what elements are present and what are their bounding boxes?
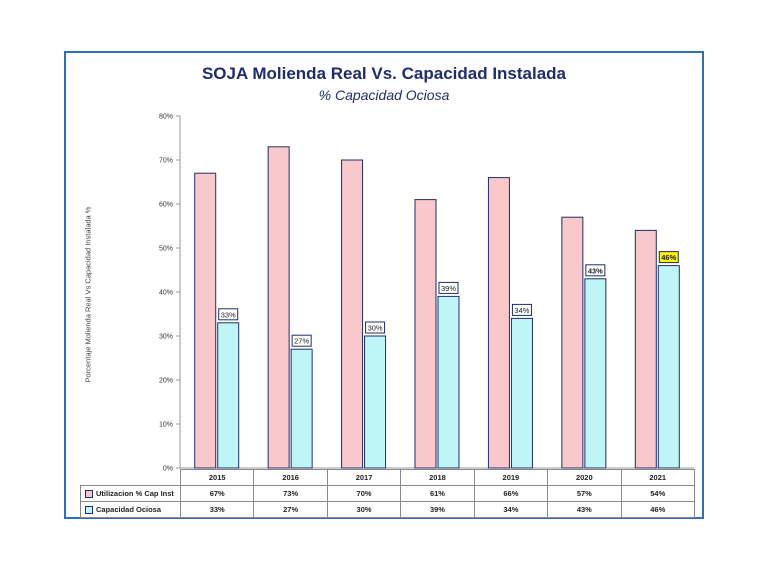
legend-label: Utilizacion % Cap Inst (96, 488, 174, 498)
table-row: Capacidad Ociosa 33% 27% 30% 39% 34% 43% 46% (80, 501, 695, 518)
y-tick-label: 70% (159, 158, 173, 165)
x-tick-label: 2020 (547, 469, 622, 486)
bar-capacidad-ociosa (217, 322, 240, 469)
table-cell: 33% (179, 501, 255, 518)
bar-utilizacion (634, 229, 657, 469)
table-cell: 57% (547, 485, 622, 502)
bar-utilizacion (414, 199, 437, 469)
chart-title: SOJA Molienda Real Vs. Capacidad Instala… (201, 64, 567, 83)
bar-capacidad-ociosa (290, 348, 313, 469)
table-corner-cell (81, 470, 181, 486)
bar-utilizacion (267, 146, 290, 469)
data-label: 39% (441, 284, 456, 293)
table-cell: 66% (473, 485, 549, 502)
data-label-box (511, 303, 532, 316)
data-label: 33% (221, 310, 236, 319)
data-label-box (438, 281, 459, 294)
table-row-header: Utilizacion % Cap Inst (80, 485, 181, 502)
x-tick-label: 2017 (326, 469, 402, 486)
data-label: 34% (514, 306, 529, 315)
data-label: 46% (661, 253, 676, 262)
data-label-box (585, 264, 606, 277)
bar-capacidad-ociosa (437, 295, 460, 469)
y-tick-label: 0% (163, 466, 173, 473)
table-cell: 70% (326, 485, 402, 502)
chart-subtitle: % Capacidad Ociosa (318, 87, 450, 103)
table-cell: 46% (620, 501, 695, 518)
data-label: 27% (294, 337, 309, 346)
y-tick-label: 50% (159, 246, 173, 253)
x-tick-label: 2018 (400, 469, 475, 486)
bar-utilizacion (561, 216, 584, 469)
y-tick-label: 40% (159, 290, 173, 297)
table-cell: 30% (326, 501, 402, 518)
legend-swatch-utilizacion (85, 490, 93, 498)
legend-label: Capacidad Ociosa (96, 504, 162, 514)
x-tick-label: 2021 (620, 469, 695, 486)
y-tick-label: 60% (159, 202, 173, 209)
legend-swatch-capacidad-ociosa (85, 506, 93, 514)
y-tick-label: 80% (159, 114, 173, 121)
x-tick-label: 2015 (179, 469, 255, 486)
data-label-box (218, 308, 239, 321)
data-label: 43% (588, 266, 603, 275)
data-label-box (365, 321, 386, 334)
y-tick-label: 30% (159, 334, 173, 341)
bar-capacidad-ociosa (584, 278, 607, 469)
table-header-row: 2015 2016 2017 2018 2019 2020 2021 (81, 469, 695, 486)
x-tick-label: 2016 (253, 469, 328, 486)
table-cell: 43% (547, 501, 622, 518)
table-row-header: Capacidad Ociosa (80, 501, 181, 518)
table-cell: 73% (253, 485, 328, 502)
table-cell: 61% (400, 485, 475, 502)
data-label-box (291, 334, 312, 347)
bar-capacidad-ociosa (364, 335, 387, 469)
x-tick-label: 2019 (473, 469, 549, 486)
table-row: Utilizacion % Cap Inst 67% 73% 70% 61% 66% 57… (80, 485, 695, 502)
bar-capacidad-ociosa (510, 317, 533, 469)
table-cell: 34% (473, 501, 549, 518)
bar-capacidad-ociosa (657, 265, 680, 469)
table-cell: 39% (400, 501, 475, 518)
bar-utilizacion (341, 159, 364, 469)
y-tick-label: 10% (159, 422, 173, 429)
data-label: 30% (368, 324, 383, 333)
table-cell: 27% (253, 501, 328, 518)
y-tick-label: 20% (159, 378, 173, 385)
table-cell: 67% (179, 485, 255, 502)
data-table: 2015 2016 2017 2018 2019 2020 2021 Utilizacion… (80, 469, 695, 518)
data-label-box (658, 251, 679, 264)
bar-utilizacion (194, 172, 217, 469)
table-cell: 54% (620, 485, 695, 502)
bar-utilizacion (487, 177, 510, 469)
